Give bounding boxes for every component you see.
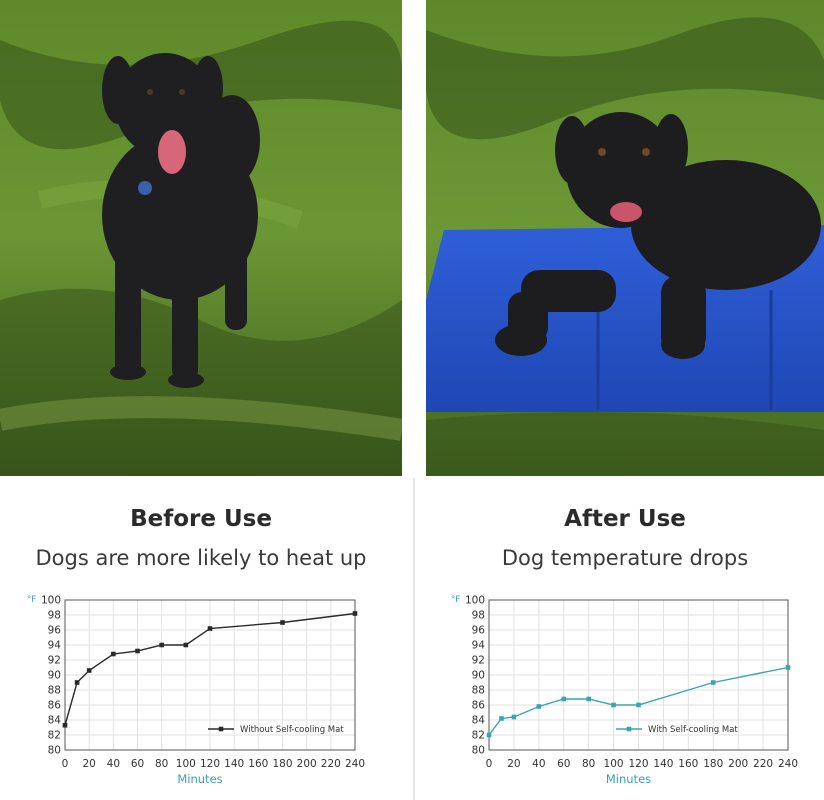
y-tick-label: 84 xyxy=(48,715,62,727)
y-tick-label: 94 xyxy=(48,640,62,652)
y-tick-label: 82 xyxy=(48,730,61,742)
before-temperature-chart: 80 82 84 86 88 90 92 94 96 98 100 0 20 40 60 80 100 120 14… xyxy=(27,595,365,787)
series-line xyxy=(488,666,789,736)
x-tick-label: 220 xyxy=(753,758,773,770)
y-axis-label: °F xyxy=(27,595,36,605)
y-tick-label: 98 xyxy=(472,610,485,622)
y-tick-label: 80 xyxy=(48,745,61,757)
before-subheading: Dogs are more likely to heat up xyxy=(35,546,367,570)
data-point xyxy=(280,620,285,625)
x-tick-label: 100 xyxy=(176,758,196,770)
data-point xyxy=(62,722,68,728)
x-tick-label: 40 xyxy=(107,758,120,770)
dog-on-mat-photo xyxy=(426,0,824,476)
legend-label: With Self-cooling Mat xyxy=(648,725,738,735)
data-point xyxy=(611,702,616,708)
y-tick-label: 86 xyxy=(48,700,62,712)
y-tick-label: 88 xyxy=(472,685,485,697)
x-tick-label: 80 xyxy=(155,758,168,770)
before-panel: Before Use Dogs are more likely to heat … xyxy=(0,0,402,800)
y-tick-label: 94 xyxy=(472,640,486,652)
plot-frame xyxy=(64,599,356,751)
x-axis-label: Minutes xyxy=(606,772,651,786)
x-tick-label: 180 xyxy=(272,758,292,770)
x-tick-label: 180 xyxy=(703,758,723,770)
after-heading: After Use xyxy=(564,506,686,532)
y-tick-label: 90 xyxy=(48,670,61,682)
legend-marker xyxy=(626,726,632,732)
plot-frame xyxy=(488,599,789,751)
y-tick-label: 84 xyxy=(472,715,486,727)
data-point xyxy=(499,716,504,721)
x-tick-label: 160 xyxy=(248,758,268,770)
data-point xyxy=(183,642,189,648)
data-point xyxy=(135,648,140,654)
x-tick-label: 80 xyxy=(582,758,595,770)
dog-standing-photo xyxy=(0,0,402,476)
data-point xyxy=(586,696,591,702)
y-axis-label: °F xyxy=(451,595,460,605)
data-point xyxy=(536,704,542,709)
before-heading: Before Use xyxy=(130,506,272,532)
y-tick-label: 100 xyxy=(465,595,485,607)
y-tick-label: 82 xyxy=(472,730,485,742)
data-point xyxy=(74,680,80,685)
x-tick-label: 20 xyxy=(507,758,520,770)
x-tick-label: 0 xyxy=(62,758,69,770)
legend-marker xyxy=(218,726,224,732)
x-tick-label: 120 xyxy=(628,758,648,770)
x-tick-label: 220 xyxy=(321,758,341,770)
data-point xyxy=(352,611,358,616)
x-tick-label: 200 xyxy=(297,758,317,770)
y-tick-label: 90 xyxy=(472,670,485,682)
data-point xyxy=(111,651,116,657)
divider-line xyxy=(413,478,415,800)
series-line xyxy=(64,612,356,726)
x-tick-label: 60 xyxy=(557,758,570,770)
y-tick-label: 100 xyxy=(41,595,61,607)
data-point xyxy=(486,732,492,738)
data-point xyxy=(636,702,641,708)
x-tick-label: 200 xyxy=(728,758,748,770)
x-tick-label: 40 xyxy=(532,758,545,770)
y-tick-label: 96 xyxy=(48,625,62,637)
x-tick-label: 20 xyxy=(82,758,95,770)
data-point xyxy=(511,714,517,720)
data-point xyxy=(159,642,164,648)
x-tick-label: 160 xyxy=(678,758,698,770)
data-point xyxy=(207,626,213,631)
y-tick-label: 80 xyxy=(472,745,485,757)
x-tick-label: 140 xyxy=(653,758,673,770)
data-point xyxy=(710,680,716,685)
x-tick-label: 120 xyxy=(200,758,220,770)
dog-lying-on-blue-cooling-mat-icon xyxy=(426,0,824,476)
data-point xyxy=(561,696,567,702)
dog-standing-on-grass-icon xyxy=(0,0,402,476)
x-tick-label: 140 xyxy=(224,758,244,770)
after-temperature-chart: 80 82 84 86 88 90 92 94 96 98 100 0 20 40 60 80 100 120 14… xyxy=(451,595,798,787)
x-axis-label: Minutes xyxy=(177,772,222,786)
y-tick-label: 92 xyxy=(472,655,485,667)
y-tick-label: 96 xyxy=(472,625,486,637)
x-tick-label: 60 xyxy=(131,758,144,770)
y-tick-label: 88 xyxy=(48,685,61,697)
y-tick-label: 86 xyxy=(472,700,486,712)
legend-label: Without Self-cooling Mat xyxy=(240,725,344,735)
panel-divider xyxy=(403,0,426,800)
x-tick-label: 240 xyxy=(345,758,365,770)
data-point xyxy=(86,668,92,673)
data-point xyxy=(785,665,791,670)
after-panel: After Use Dog temperature drops 80 82 84 86… xyxy=(426,0,824,800)
x-tick-label: 0 xyxy=(486,758,493,770)
after-subheading: Dog temperature drops xyxy=(501,546,749,570)
x-tick-label: 100 xyxy=(604,758,624,770)
y-tick-label: 98 xyxy=(48,610,61,622)
x-tick-label: 240 xyxy=(778,758,798,770)
y-tick-label: 92 xyxy=(48,655,61,667)
